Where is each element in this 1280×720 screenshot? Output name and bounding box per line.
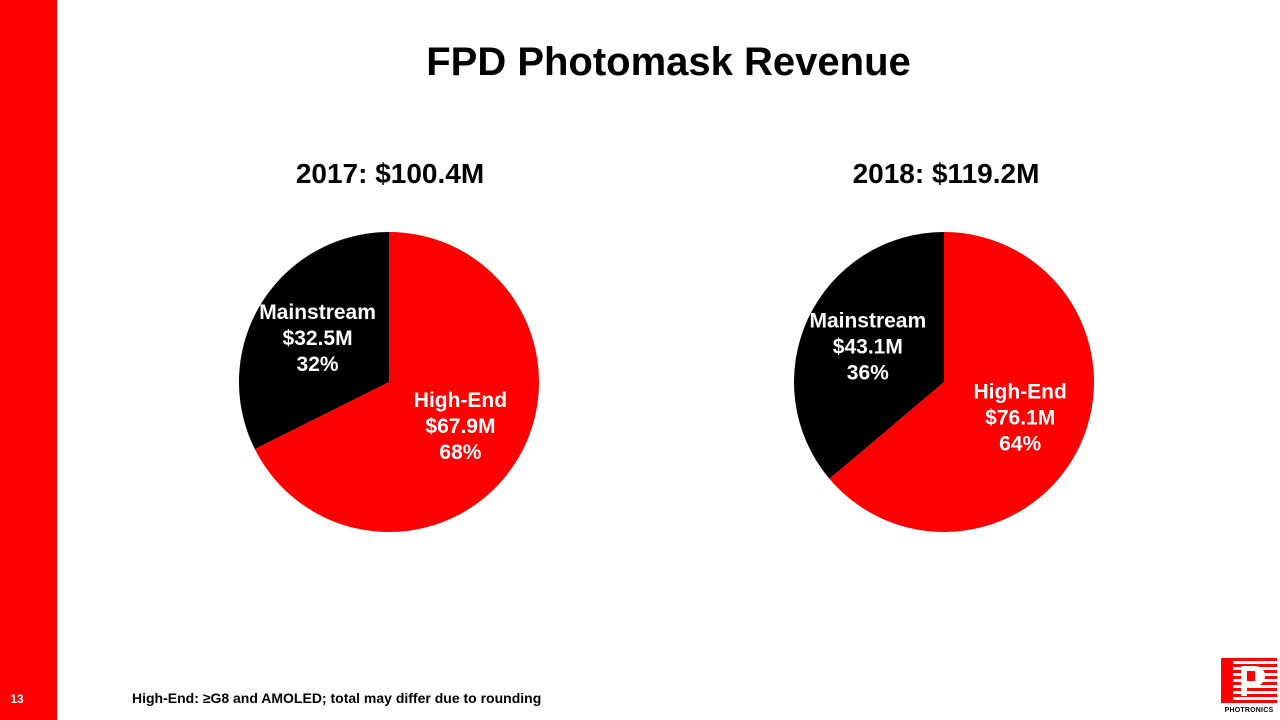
pie-chart-2017: High-End $67.9M 68% Mainstream $32.5M 32% xyxy=(239,232,539,532)
slice-name-label: Mainstream xyxy=(259,301,376,324)
slice-value-label: $67.9M xyxy=(425,415,495,438)
slice-percent-label: 68% xyxy=(439,441,481,464)
slice-value-label: $76.1M xyxy=(985,406,1055,429)
page-title: FPD Photomask Revenue xyxy=(426,40,911,84)
slice-name-label: High-End xyxy=(974,380,1067,403)
pie-slice-mainstream xyxy=(239,232,389,450)
footnote: High-End: ≥G8 and AMOLED; total may diff… xyxy=(132,690,542,706)
chart-title-2018: 2018: $119.2M xyxy=(852,158,1040,189)
slice-label-group: Mainstream $43.1M 36% xyxy=(809,310,926,385)
slice-percent-label: 36% xyxy=(847,362,889,385)
slice-percent-label: 64% xyxy=(999,432,1041,455)
pie-slice-high-end xyxy=(829,232,1094,532)
pie-slice-high-end xyxy=(254,232,539,532)
slice-label-group: Mainstream $32.5M 32% xyxy=(259,301,376,376)
red-sidebar xyxy=(0,0,57,720)
slice-label-group: High-End $67.9M 68% xyxy=(414,389,507,464)
pie-slice-mainstream xyxy=(794,232,944,479)
slice-label-group: High-End $76.1M 64% xyxy=(974,380,1067,455)
slice-percent-label: 32% xyxy=(297,353,339,376)
page-number: 13 xyxy=(10,692,24,706)
slice-name-label: Mainstream xyxy=(809,310,926,333)
slice-value-label: $32.5M xyxy=(283,327,353,350)
slice-name-label: High-End xyxy=(414,389,507,412)
pie-chart-2018: High-End $76.1M 64% Mainstream $43.1M 36% xyxy=(794,232,1094,532)
logo-text: PHOTRONICS xyxy=(1224,707,1274,714)
chart-title-2017: 2017: $100.4M xyxy=(295,158,485,189)
slice-value-label: $43.1M xyxy=(833,336,903,359)
photronics-logo xyxy=(1221,658,1277,703)
